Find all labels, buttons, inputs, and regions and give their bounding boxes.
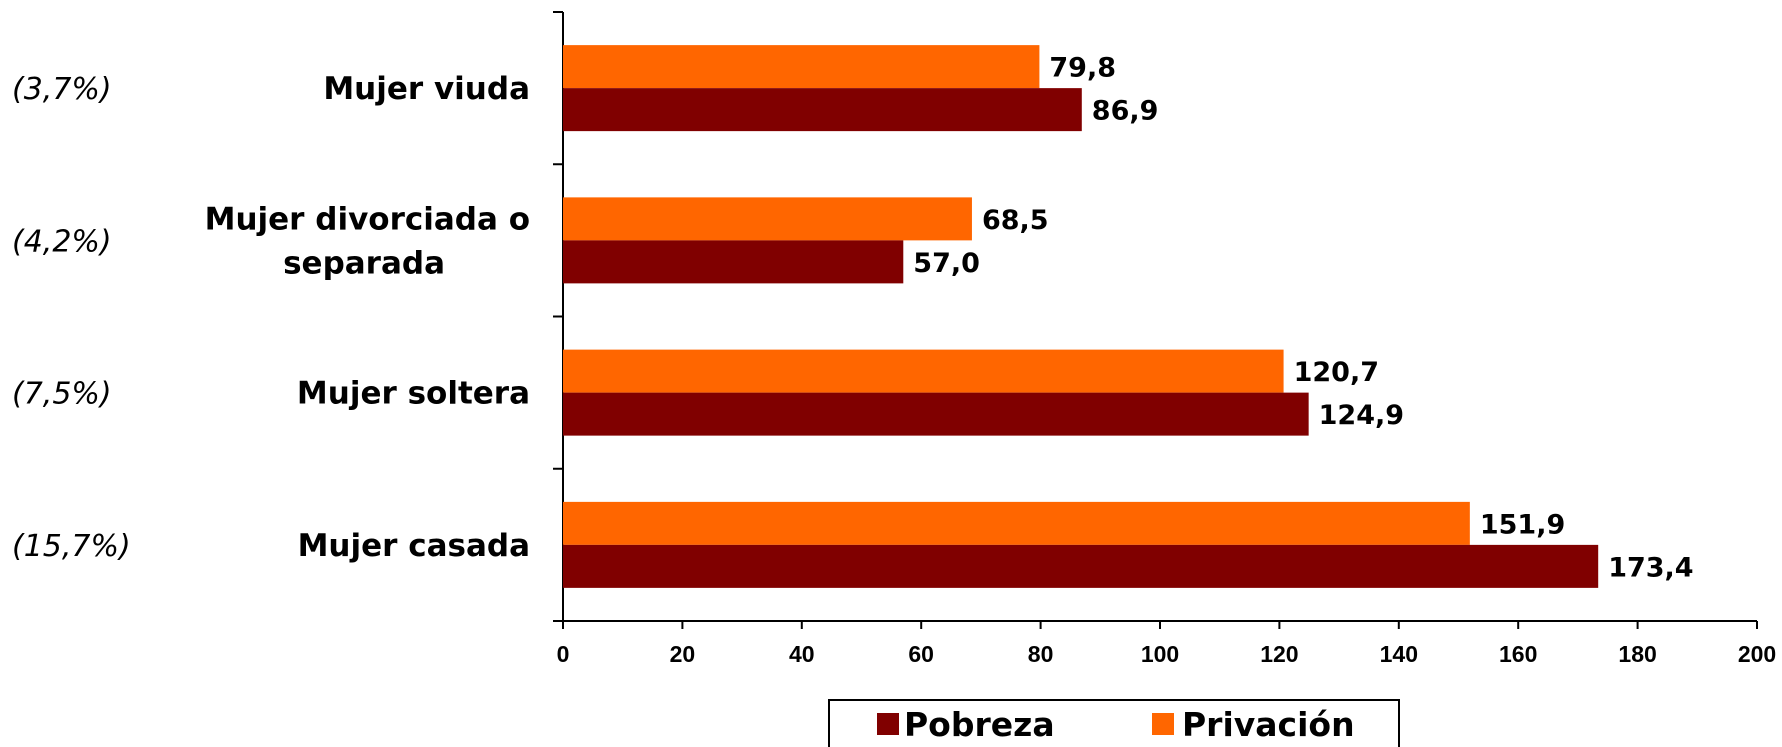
data-label: 124,9 [1319,400,1404,431]
data-label: 57,0 [913,248,980,279]
category-label: Mujer viuda [323,71,530,107]
legend-label-privacin: Privación [1182,705,1355,744]
bar-pobreza [563,544,1599,588]
x-tick-label: 120 [1260,641,1298,667]
x-tick-label: 0 [557,641,570,667]
x-tick-label: 180 [1618,641,1656,667]
bar-pobreza [563,240,904,284]
bar-privacin [563,501,1470,545]
share-label: (3,7%) [12,72,112,107]
x-tick-label: 100 [1141,641,1179,667]
bars [563,45,1599,588]
x-tick-label: 40 [789,641,815,667]
category-label: Mujer soltera [297,376,530,412]
data-label: 86,9 [1092,96,1159,127]
x-tick-label: 140 [1380,641,1418,667]
x-tick-label: 160 [1499,641,1537,667]
category-label: Mujer casada [298,528,530,564]
share-label: (4,2%) [12,224,112,259]
x-tick-label: 60 [908,641,934,667]
legend-label-pobreza: Pobreza [904,705,1055,744]
data-label: 151,9 [1480,509,1565,540]
share-label: (15,7%) [12,529,131,564]
legend: Pobreza Privación [828,699,1400,747]
legend-box [828,699,1400,747]
bar-privacin [563,197,972,241]
legend-swatch-pobreza [877,713,899,735]
data-label: 120,7 [1294,357,1379,388]
labels: 79,8 86,9 Mujer viuda (3,7%) 68,557,0 Mujer d… [12,53,1694,584]
share-label: (7,5%) [12,377,112,412]
bar-pobreza [563,88,1082,132]
legend-swatch-privacin [1152,713,1174,735]
x-tick-label: 200 [1738,641,1776,667]
data-label: 68,5 [982,205,1049,236]
data-label: 173,4 [1608,552,1693,583]
category-label: separada [283,245,445,281]
category-label: Mujer divorciada o [205,201,530,237]
bar-privacin [563,45,1040,89]
bar-privacin [563,349,1284,393]
bar-pobreza [563,392,1309,436]
x-tick-label: 80 [1028,641,1054,667]
x-tick-label: 20 [670,641,696,667]
axes: 0 20 40 60 80 100 120 140 160 180 200 [553,11,1776,667]
data-label: 79,8 [1049,53,1116,84]
